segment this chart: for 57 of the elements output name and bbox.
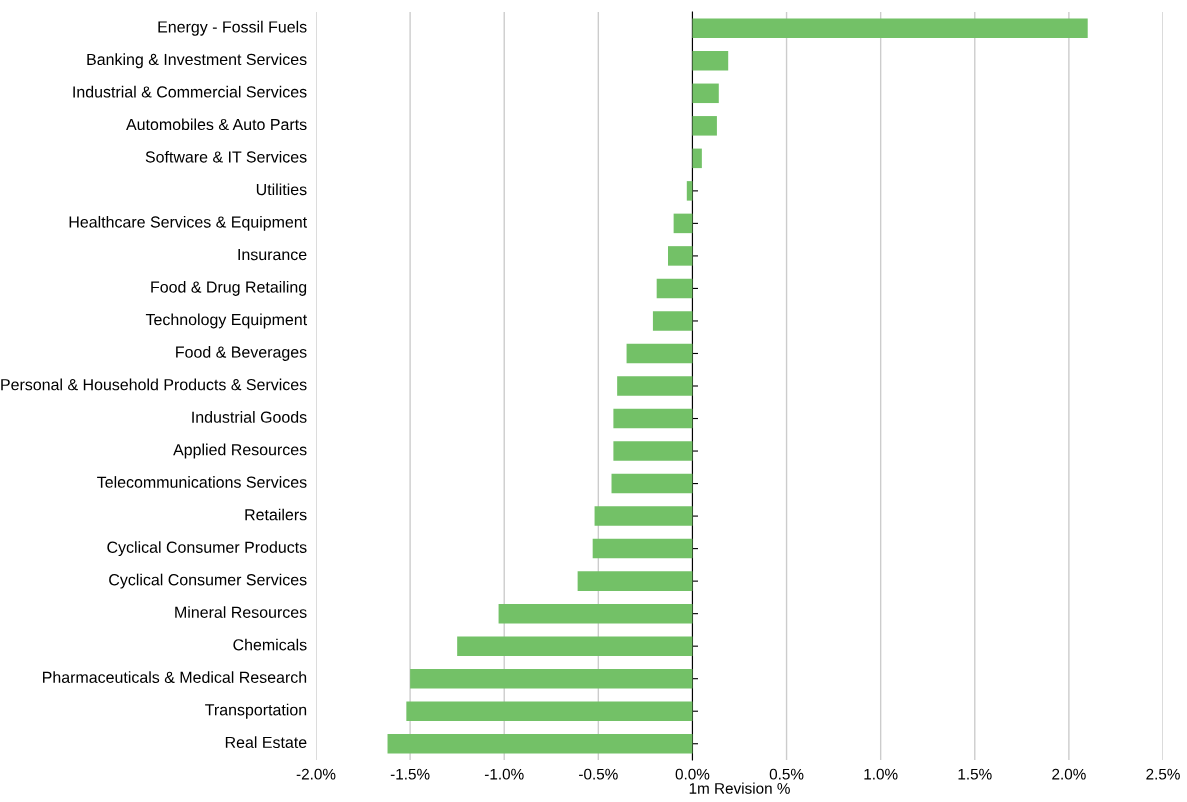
bar	[673, 213, 693, 234]
y-tick-label: Pharmaceuticals & Medical Research	[43, 671, 307, 683]
bar	[692, 148, 702, 169]
x-tick-label: 0.5%	[769, 768, 804, 780]
bar	[617, 376, 693, 396]
bar	[667, 246, 693, 266]
x-tick-label: -1.0%	[484, 768, 524, 780]
y-tick-label: Industrial Goods	[192, 411, 307, 423]
y-tick-label: Applied Resources	[173, 443, 307, 459]
y-tick-label: Food & Beverages	[176, 346, 307, 361]
bar	[410, 668, 693, 689]
y-tick-label: Real Estate	[225, 736, 307, 749]
bar	[594, 506, 693, 526]
bar	[692, 18, 1088, 39]
bar	[626, 343, 693, 364]
bar	[457, 636, 693, 656]
y-tick-label: Mineral Resources	[175, 606, 307, 618]
y-tick-label: Food & Drug Retailing	[151, 280, 307, 296]
y-tick-label: Utilities	[256, 183, 307, 196]
bar	[692, 83, 719, 104]
bar	[498, 603, 693, 624]
x-tick-label: -2.0%	[296, 768, 336, 780]
x-tick-label: 1.0%	[864, 768, 898, 780]
x-tick-label: 2.5%	[1146, 768, 1180, 780]
x-tick-label: 1.5%	[958, 768, 992, 780]
y-tick-label: Chemicals	[233, 638, 307, 651]
y-tick-label: Healthcare Services & Equipment	[69, 215, 308, 231]
bar	[656, 278, 693, 299]
bar	[652, 311, 693, 331]
bar	[613, 441, 693, 461]
y-tick-label: Industrial & Commercial Services	[73, 85, 307, 98]
y-tick-label: Energy - Fossil Fuels	[158, 20, 307, 36]
bar	[406, 701, 693, 721]
x-tick-label: -0.5%	[579, 768, 618, 780]
y-tick-label: Software & IT Services	[145, 150, 307, 163]
y-tick-label: Transportation	[205, 703, 307, 719]
y-tick-label: Personal & Household Products & Services	[1, 378, 307, 391]
y-tick-label: Cyclical Consumer Products	[107, 541, 307, 557]
y-tick-label: Retailers	[245, 508, 307, 521]
y-tick-label: Banking & Investment Services	[87, 53, 307, 69]
bar	[577, 571, 693, 591]
y-tick-label: Telecommunications Services	[97, 476, 307, 488]
bar	[686, 181, 693, 201]
y-tick-label: Automobiles & Auto Parts	[126, 118, 307, 131]
x-tick-label: 0.0%	[675, 768, 710, 780]
bar	[692, 51, 729, 71]
x-axis-title: 1m Revision %	[689, 782, 790, 794]
y-tick-label: Technology Equipment	[145, 313, 308, 329]
x-tick-label: 2.0%	[1052, 768, 1086, 780]
x-tick-label: -1.5%	[390, 768, 430, 780]
bar	[387, 733, 693, 754]
bar	[592, 538, 693, 559]
y-tick-label: Cyclical Consumer Services	[109, 573, 307, 589]
y-tick-label: Insurance	[238, 249, 307, 261]
bar	[611, 473, 693, 494]
bar	[613, 408, 693, 429]
bar	[692, 116, 717, 136]
